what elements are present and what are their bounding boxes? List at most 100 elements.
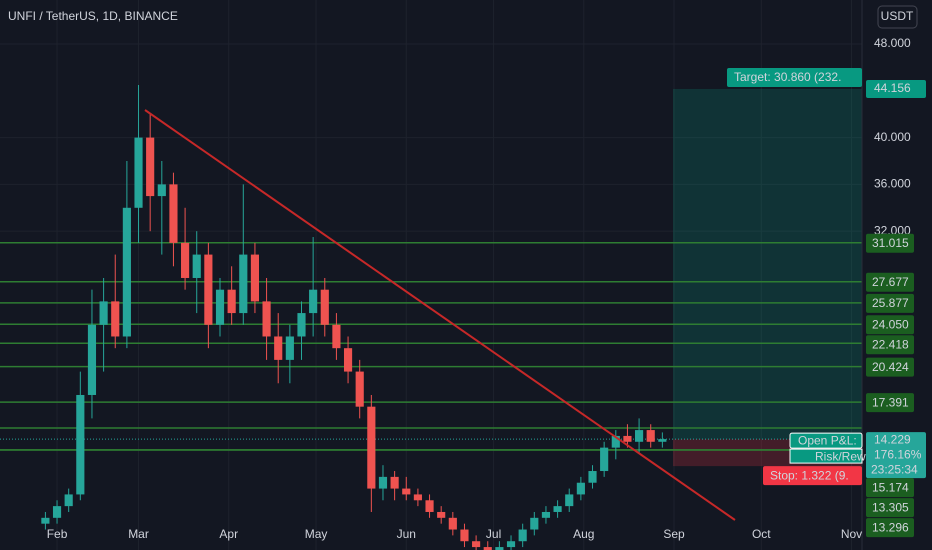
level-axis-box — [866, 518, 914, 538]
candle-body — [367, 406, 376, 489]
candle-body — [250, 254, 260, 302]
candle-body — [506, 541, 516, 548]
candle-body — [402, 488, 411, 495]
currency[interactable]: USDT — [881, 9, 914, 23]
stop-text: Stop: 1.322 (9. — [770, 468, 849, 482]
x-tick-label: May — [305, 527, 328, 541]
x-tick-label: Nov — [841, 527, 862, 541]
x-tick-label: Sep — [663, 527, 685, 541]
y-tick-label: 36.000 — [874, 177, 911, 191]
candle-body — [111, 301, 120, 337]
candle-body — [530, 517, 539, 530]
countdown-label: 23:25:34 — [871, 462, 918, 476]
level-axis-box — [866, 478, 914, 498]
candle-body — [262, 301, 271, 337]
candle-body — [495, 547, 504, 550]
candle-body — [169, 184, 178, 243]
candle-body — [425, 500, 434, 512]
candle-body — [646, 430, 655, 442]
candle-body — [623, 435, 632, 442]
level-axis-box — [866, 272, 914, 292]
level-axis-label: 25.877 — [872, 296, 909, 310]
level-axis-box — [866, 498, 914, 518]
candle-body — [448, 517, 457, 530]
candle-body — [204, 254, 213, 325]
candle-body — [122, 207, 131, 337]
candle-body — [309, 289, 318, 314]
candle-body — [157, 184, 166, 197]
trendline — [144, 109, 736, 521]
level-axis-label: 27.677 — [872, 275, 909, 289]
pnl-text: Open P&L: — [798, 433, 857, 447]
level-axis-label: 24.050 — [872, 317, 909, 331]
pnl-box — [789, 432, 863, 449]
candle-body — [215, 289, 225, 325]
change-label: 176.16% — [874, 447, 922, 461]
currency-button[interactable] — [877, 5, 918, 29]
y-tick-label: 48.000 — [874, 36, 911, 50]
candle-body — [41, 517, 50, 524]
level-axis-label: 31.015 — [872, 236, 909, 250]
x-tick-label: Mar — [128, 527, 149, 541]
candle-body — [87, 324, 97, 395]
y-tick-label: 40.000 — [874, 130, 911, 144]
level-axis-label: 22.418 — [872, 337, 909, 351]
candle-body — [274, 336, 283, 360]
rr-box — [789, 448, 863, 464]
x-tick-label: Jun — [397, 527, 416, 541]
candle-body — [99, 301, 108, 325]
candle-body — [541, 511, 551, 518]
level-axis-box — [866, 357, 914, 377]
x-tick-label: Oct — [752, 527, 771, 541]
candle-body — [635, 430, 644, 442]
level-axis-box — [866, 233, 914, 253]
target-zone — [673, 88, 862, 440]
candle-body — [181, 242, 190, 278]
candle-body — [332, 324, 341, 349]
candle-body — [483, 547, 492, 550]
level-axis-box — [866, 393, 914, 413]
candle-body — [437, 511, 446, 518]
x-tick-label: Aug — [573, 527, 594, 541]
candle-body — [285, 336, 294, 360]
candle-body — [600, 447, 609, 472]
x-tick-label: Jul — [486, 527, 501, 541]
candle-body — [52, 506, 62, 518]
symbol-title: UNFI / TetherUS, 1D, BINANCE — [8, 9, 178, 23]
level-axis-box — [866, 293, 914, 313]
candle-body — [239, 254, 248, 314]
level-axis-label: 17.391 — [872, 395, 909, 409]
candle-body — [343, 348, 353, 372]
candle-body — [134, 137, 143, 208]
candle-body — [413, 494, 422, 501]
candle-body — [76, 394, 85, 495]
target-text: Target: 30.860 (232. — [734, 70, 841, 84]
candle-body — [518, 529, 527, 542]
last-price-label: 14.229 — [874, 432, 911, 446]
level-axis-label: 13.305 — [872, 500, 909, 514]
level-axis-box — [866, 335, 914, 355]
candle-body — [355, 371, 364, 407]
candle-body — [390, 476, 399, 489]
candle-body — [378, 476, 388, 489]
rr-text: Risk/Rew — [815, 449, 866, 463]
level-axis-label: 15.174 — [872, 480, 909, 494]
candle-body — [565, 494, 574, 507]
target-tag — [727, 67, 862, 87]
candle-body — [460, 529, 469, 542]
candle-body — [611, 435, 620, 448]
x-tick-label: Apr — [219, 527, 238, 541]
candle-body — [64, 494, 73, 507]
candle-body — [658, 439, 667, 442]
x-tick-label: Feb — [47, 527, 68, 541]
candle-body — [553, 506, 562, 512]
candle-body — [227, 289, 236, 314]
level-axis-label: 20.424 — [872, 360, 909, 374]
target-axis-box — [866, 79, 926, 98]
candle-body — [472, 541, 481, 548]
target-axis-label: 44.156 — [874, 81, 911, 95]
candle-body — [192, 254, 201, 278]
